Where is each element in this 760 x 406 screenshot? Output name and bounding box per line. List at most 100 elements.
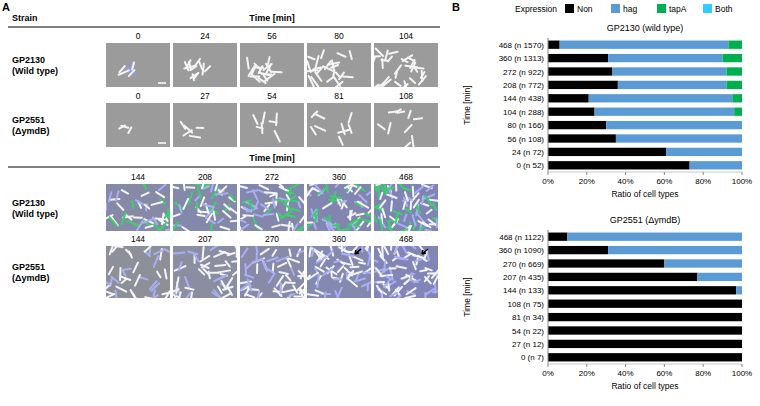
bar-segment [742,273,743,281]
cell [290,196,295,200]
cell [132,201,134,208]
cell [202,263,210,267]
cell [245,294,254,297]
bar-segment [742,161,743,169]
chart: GP2551 (ΔymdB)0 (n 7)27 (n 12)54 (n 22)8… [462,215,752,391]
cell [298,225,304,231]
cell [308,57,314,60]
cell [144,219,153,223]
cell [281,282,285,289]
bar-segment [742,353,743,361]
bar-segment [567,233,742,241]
strain-line: (Wild type) [12,209,58,219]
cell [425,196,432,206]
micrograph-bg [307,246,371,298]
panel-label: B [452,1,460,13]
bar-segment [666,148,742,156]
cell [203,204,214,207]
cell [415,186,424,193]
cell [173,186,178,188]
micrograph-bg [240,43,304,87]
fluorescence [173,246,237,298]
cell [357,214,364,216]
tick-mark [703,364,704,367]
micrograph-bg [307,43,371,87]
bar-segment [728,41,742,49]
cell [162,214,163,225]
cell [288,258,299,262]
micrograph [240,103,304,147]
bar-segment [742,108,743,116]
bar-segment [742,233,743,241]
cell [242,225,248,230]
cell [333,70,334,76]
cell [266,64,271,74]
cell [376,48,384,56]
bar-segment [742,134,743,142]
micrograph [106,43,170,87]
cell [284,290,295,292]
panel-label: A [2,1,10,13]
cell [428,219,436,225]
cell [378,124,385,129]
micrograph [106,184,170,231]
cell [337,53,345,57]
cell [144,205,149,209]
cell [380,200,386,208]
time-label: 81 [334,91,344,101]
time-label: 144 [131,234,145,244]
cell [433,290,438,292]
bar-segment [742,148,743,156]
cell [270,121,277,122]
cell [432,269,438,278]
cell [382,209,385,217]
cell [173,252,184,253]
cell [337,288,341,298]
cell [270,194,276,196]
cell [289,184,299,189]
cell [253,115,257,124]
cell [131,290,135,296]
cell [116,287,126,292]
cell [355,187,361,194]
cell [315,126,325,131]
cell [143,184,146,189]
cell [233,270,237,275]
cell [240,186,247,188]
strain-line: GP2551 [12,115,45,125]
cell [272,225,279,227]
cell [223,211,230,218]
cell [129,252,132,258]
cell [300,287,304,294]
cell [388,184,393,190]
cell [166,229,170,230]
chart-title: GP2130 (wild type) [607,23,684,33]
cell [314,215,317,223]
cell [248,279,251,290]
cell [349,211,352,219]
legend-swatch [611,4,620,13]
cell [384,262,385,272]
cell [395,82,400,86]
cell [403,188,410,191]
cell [164,249,170,254]
bar-segment [742,300,743,308]
cell [327,77,333,82]
cell [416,227,423,231]
tick-mark [586,364,587,367]
tick-mark [586,172,587,175]
bar-segment [548,246,608,254]
cell [405,208,411,212]
cell [222,293,231,298]
strain-line: GP2130 [12,198,45,208]
cell [159,185,166,191]
time-label: 468 [399,234,413,244]
cell [405,192,408,201]
tick-label: 100% [732,369,752,378]
cell [278,263,286,267]
micrograph-bg [374,184,438,231]
strain-line: (ΔymdB) [12,126,49,136]
bar-segment [742,233,743,241]
category-label: 207 (n 435) [503,273,544,282]
tick-mark [664,172,665,175]
